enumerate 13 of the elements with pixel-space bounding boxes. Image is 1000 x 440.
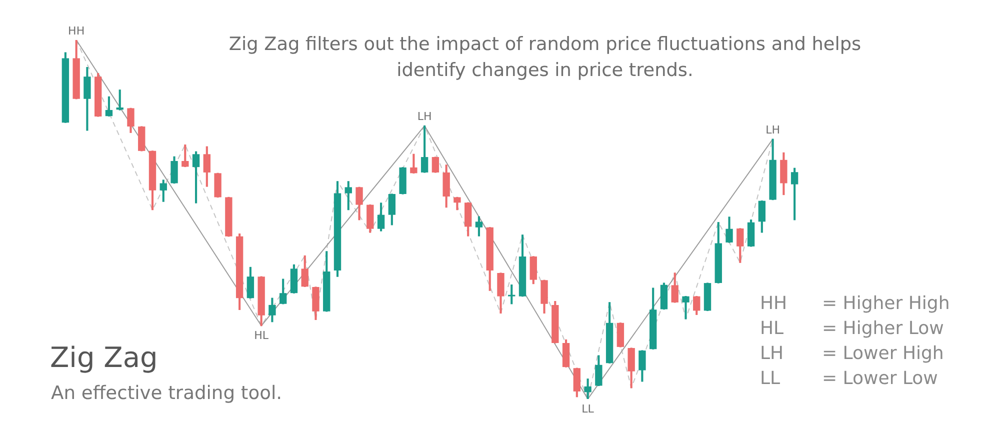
annotation: LH: [417, 110, 432, 124]
annotation: LH: [766, 123, 780, 136]
text: HH = Higher High: [760, 293, 950, 314]
text: An effective trading tool.: [51, 383, 282, 404]
annotation: HH: [68, 24, 85, 38]
text: HL = Higher Low: [760, 318, 944, 339]
text: LH = Lower High: [760, 343, 944, 364]
annotation: HL: [254, 329, 270, 342]
text: LL = Lower Low: [760, 368, 938, 389]
annotation: LL: [582, 402, 595, 416]
annotation: Zig Zag filters out the impact of random price fluctuations and helps identify changes in price trends.: [228, 33, 862, 83]
text: Zig Zag: [50, 341, 158, 374]
candlestick: [682, 296, 690, 320]
